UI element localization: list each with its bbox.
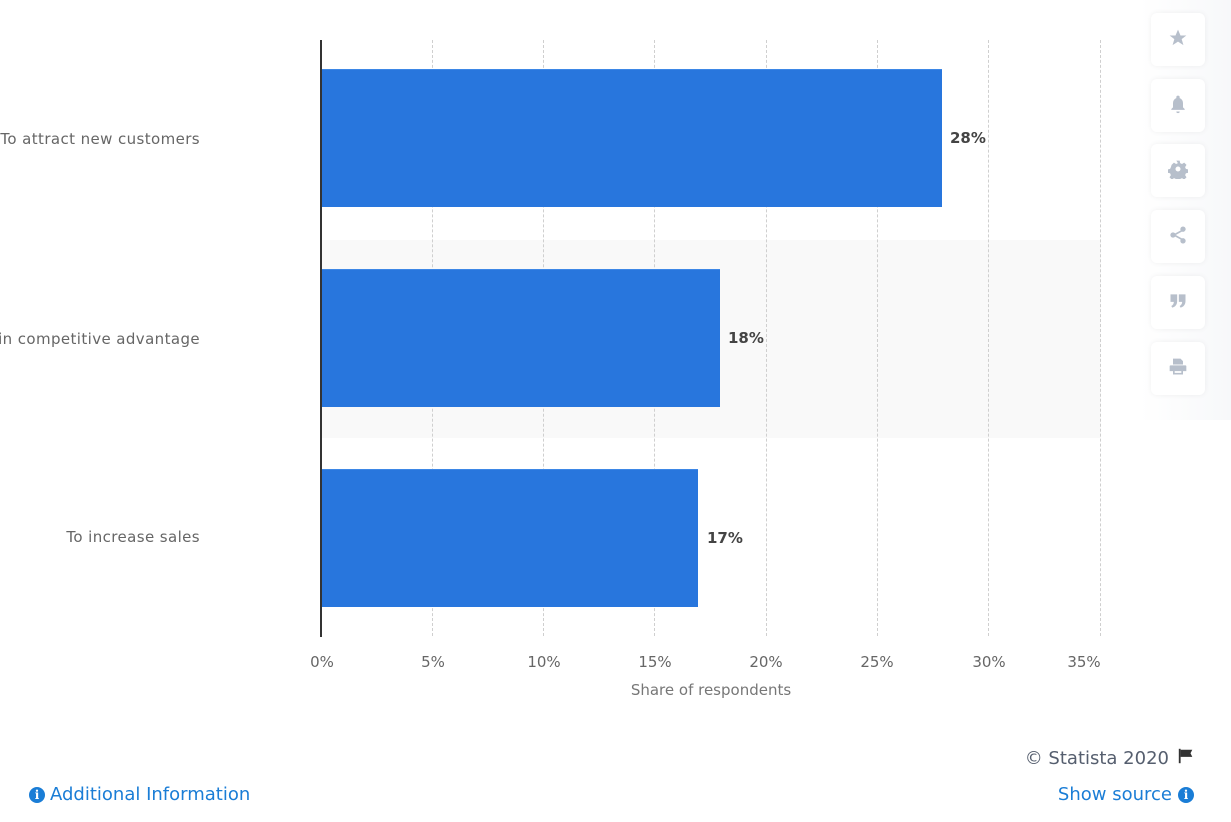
category-label: To increase sales bbox=[66, 528, 200, 546]
flag-icon[interactable] bbox=[1177, 747, 1195, 770]
bar-gain-competitive-advantage[interactable] bbox=[322, 269, 720, 407]
gear-icon bbox=[1167, 159, 1189, 183]
value-label: 17% bbox=[707, 529, 743, 547]
category-label: To gain competitive advantage bbox=[0, 330, 200, 348]
copyright-text: © Statista 2020 bbox=[1024, 748, 1169, 769]
value-label: 18% bbox=[728, 329, 764, 347]
show-source-label: Show source bbox=[1057, 784, 1172, 805]
x-tick: 25% bbox=[860, 653, 894, 671]
show-source-link[interactable]: Show source i bbox=[1058, 784, 1194, 805]
x-axis-title: Share of respondents bbox=[630, 681, 792, 699]
favorite-button[interactable] bbox=[1151, 13, 1205, 66]
print-button[interactable] bbox=[1151, 342, 1205, 395]
category-label: To attract new customers bbox=[0, 130, 200, 148]
x-tick: 10% bbox=[527, 653, 561, 671]
star-icon bbox=[1168, 28, 1188, 52]
additional-information-link[interactable]: i Additional Information bbox=[29, 784, 250, 805]
x-tick: 0% bbox=[310, 653, 334, 671]
gridline-20 bbox=[766, 40, 767, 636]
x-tick: 20% bbox=[749, 653, 783, 671]
x-tick: 35% bbox=[1067, 653, 1101, 671]
value-label: 28% bbox=[950, 129, 986, 147]
bell-icon bbox=[1168, 94, 1188, 118]
x-tick: 5% bbox=[421, 653, 445, 671]
info-icon: i bbox=[29, 786, 45, 803]
gridline-30 bbox=[988, 40, 989, 636]
bar-attract-new-customers[interactable] bbox=[322, 69, 942, 207]
gridline-35 bbox=[1100, 40, 1101, 636]
share-icon bbox=[1168, 225, 1188, 249]
y-axis-line bbox=[320, 40, 322, 637]
copyright: © Statista 2020 bbox=[1025, 747, 1195, 770]
print-icon bbox=[1168, 357, 1188, 381]
bar-chart: To attract new customers 28% To gain com… bbox=[0, 40, 1101, 699]
x-tick: 30% bbox=[972, 653, 1006, 671]
cite-button[interactable] bbox=[1151, 276, 1205, 329]
notification-button[interactable] bbox=[1151, 79, 1205, 132]
bar-increase-sales[interactable] bbox=[322, 469, 698, 607]
additional-information-label: Additional Information bbox=[50, 784, 251, 805]
quote-icon bbox=[1168, 291, 1188, 315]
share-button[interactable] bbox=[1151, 210, 1205, 263]
info-icon: i bbox=[1178, 786, 1194, 803]
settings-button[interactable] bbox=[1151, 144, 1205, 197]
x-tick: 15% bbox=[638, 653, 672, 671]
gridline-25 bbox=[877, 40, 878, 636]
